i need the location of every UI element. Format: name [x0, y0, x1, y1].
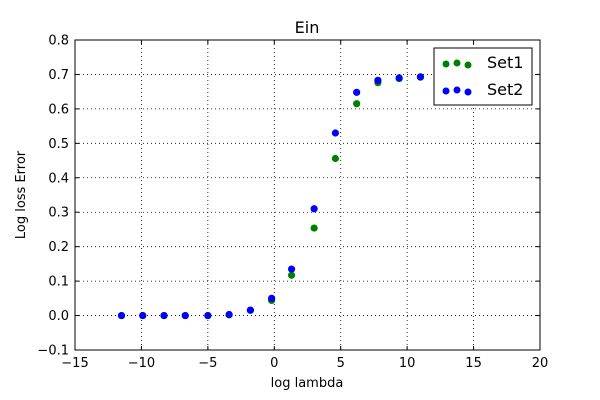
- y-tick-label: 0.8: [48, 34, 69, 49]
- legend-marker-set1: [464, 61, 472, 69]
- legend-marker-set1: [453, 59, 461, 67]
- legend-box: [433, 47, 533, 106]
- data-point-set1: [331, 154, 339, 163]
- data-point-set1: [310, 224, 318, 232]
- data-point-set2: [331, 129, 339, 137]
- y-tick-label: −0.1: [37, 344, 69, 359]
- y-tick-label: 0.1: [48, 275, 69, 290]
- data-point-set2: [139, 311, 147, 320]
- data-point-set1: [353, 100, 361, 108]
- x-tick-label: −15: [61, 356, 88, 371]
- chart-title: Ein: [295, 18, 320, 37]
- data-point-set2: [268, 294, 276, 302]
- x-tick-label: 10: [399, 356, 416, 371]
- data-point-set2: [117, 311, 126, 320]
- y-tick-label: 0.6: [48, 102, 69, 117]
- y-tick-label: 0.4: [48, 171, 69, 186]
- data-point-set2: [225, 310, 233, 319]
- legend-marker-set2: [453, 86, 461, 94]
- data-point-set2: [310, 205, 318, 213]
- legend-marker-set1: [442, 60, 450, 68]
- y-tick-label: 0.7: [48, 68, 69, 83]
- y-axis-label: Log loss Error: [14, 150, 29, 239]
- data-point-set2: [416, 73, 425, 81]
- data-point-set2: [395, 74, 403, 82]
- y-tick-label: 0.2: [48, 240, 69, 255]
- legend-marker-set2: [464, 88, 472, 96]
- x-tick-label: 20: [532, 356, 549, 371]
- x-tick-label: 15: [465, 356, 482, 371]
- legend: Set1 Set2: [433, 47, 533, 106]
- y-tick-labels: −0.1 0.0 0.1 0.2 0.3 0.4 0.5 0.6 0.7 0.8: [37, 34, 69, 359]
- axis-ticks: [74, 39, 541, 351]
- x-tick-labels: −15 −10 −5 0 5 10 15 20: [61, 356, 548, 371]
- legend-label-set2: Set2: [487, 80, 523, 99]
- data-point-set2: [287, 265, 296, 273]
- x-tick-label: 5: [337, 356, 345, 371]
- y-tick-label: 0.0: [48, 309, 69, 324]
- x-tick-label: 0: [270, 356, 278, 371]
- grid: [75, 40, 540, 350]
- data-point-set2: [181, 311, 189, 320]
- data-point-set2: [160, 311, 168, 320]
- y-tick-label: 0.3: [48, 206, 69, 221]
- x-tick-label: −5: [198, 356, 217, 371]
- data-point-set2: [353, 88, 361, 96]
- data-point-set2: [374, 76, 382, 84]
- legend-label-set1: Set1: [487, 53, 523, 72]
- data-points: [117, 73, 425, 320]
- y-tick-label: 0.5: [48, 137, 69, 152]
- x-tick-label: −10: [128, 356, 155, 371]
- plot-frame: [74, 39, 541, 351]
- legend-marker-set2: [442, 87, 450, 95]
- data-point-set1: [287, 271, 296, 279]
- data-point-set2: [246, 306, 254, 314]
- x-axis-label: log lambda: [271, 376, 344, 391]
- data-point-set2: [204, 311, 212, 320]
